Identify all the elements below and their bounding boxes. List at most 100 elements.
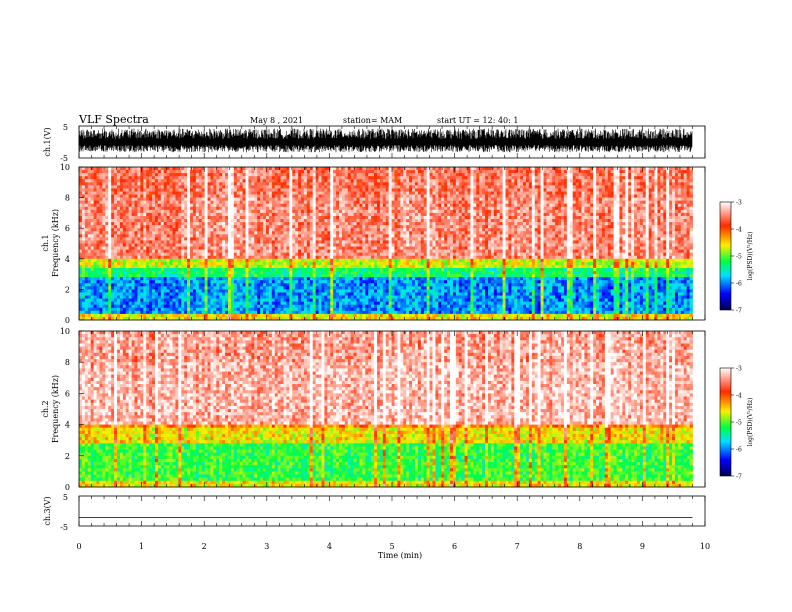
spectrogram-cell: [517, 176, 521, 180]
spectrogram-cell: [263, 191, 267, 195]
spectrogram-cell: [417, 182, 422, 186]
spectrogram-cell: [502, 182, 506, 186]
spectrogram-cell: [84, 215, 89, 220]
spectrogram-cell: [625, 194, 629, 198]
spectrogram-cell: [371, 222, 375, 226]
spectrogram-cell: [435, 194, 439, 198]
spectrogram-cell: [376, 182, 381, 186]
spectrogram-cell: [452, 209, 457, 214]
spectrogram-cell: [464, 209, 468, 214]
spectrogram-cell: [452, 200, 457, 205]
spectrogram-cell: [555, 197, 559, 202]
spectrogram-cell: [414, 228, 419, 232]
spectrogram-cell: [517, 167, 521, 171]
spectrogram-cell: [79, 170, 83, 174]
spectrogram-cell: [362, 222, 366, 226]
spectrogram-cell: [555, 215, 559, 220]
spectrogram-cell: [455, 219, 460, 223]
spectrogram-cell: [572, 228, 577, 232]
spectrogram-cell: [137, 222, 141, 226]
spectrogram-cell: [254, 194, 258, 198]
spectrogram-cell: [309, 191, 314, 195]
spectrogram-cell: [485, 182, 489, 186]
spectrogram-cell: [274, 173, 279, 177]
spectrogram-cell: [391, 170, 395, 174]
spectrogram-cell: [169, 231, 173, 235]
spectrogram-cell: [648, 188, 652, 192]
spectrogram-cell: [622, 200, 626, 205]
spectrogram-cell: [537, 212, 541, 217]
spectrogram-cell: [680, 206, 685, 211]
spectrogram-cell: [336, 167, 340, 171]
spectrogram-cell: [99, 185, 103, 189]
spectrogram-cell: [508, 203, 512, 208]
spectrogram-cell: [125, 203, 130, 208]
spectrogram-cell: [84, 185, 89, 189]
spectrogram-cell: [496, 209, 501, 214]
spectrogram-cell: [99, 212, 103, 217]
spectrogram-cell: [81, 185, 86, 189]
spectrogram-cell: [636, 182, 641, 186]
spectrogram-cell: [677, 215, 682, 220]
spectrogram-cell: [96, 225, 100, 229]
spectrogram-cell: [192, 234, 197, 238]
spectrogram-cell: [131, 228, 135, 232]
spectrogram-cell: [108, 200, 112, 205]
spectrogram-cell: [400, 191, 404, 195]
spectrogram-cell: [601, 215, 606, 220]
spectrogram-cell: [79, 222, 83, 226]
spectrogram-cell: [450, 219, 454, 223]
spectrogram-cell: [441, 209, 445, 214]
spectrogram-cell: [569, 176, 574, 180]
spectrogram-cell: [686, 225, 690, 229]
spectrogram-cell: [239, 203, 243, 208]
spectrogram-cell: [619, 167, 623, 171]
spectrogram-cell: [286, 179, 290, 183]
spectrogram-cell: [222, 182, 226, 186]
spectrogram-cell: [493, 228, 498, 232]
spectrogram-cell: [99, 167, 103, 171]
spectrogram-cell: [268, 203, 273, 208]
spectrogram-cell: [99, 176, 103, 180]
spectrogram-cell: [485, 209, 489, 214]
spectrogram-cell: [303, 200, 308, 205]
spectrogram-cell: [409, 200, 413, 205]
spectrogram-cell: [160, 209, 165, 214]
spectrogram-cell: [353, 176, 357, 180]
spectrogram-cell: [371, 191, 375, 195]
spectrogram-cell: [181, 219, 185, 223]
spectrogram-cell: [426, 215, 430, 220]
spectrogram-cell: [257, 191, 261, 195]
spectrogram-cell: [236, 219, 241, 223]
spectrogram-cell: [102, 206, 106, 211]
spectrogram-cell: [93, 222, 97, 226]
spectrogram-cell: [341, 179, 346, 183]
spectrogram-cell: [368, 212, 372, 217]
spectrogram-cell: [485, 200, 489, 205]
spectrogram-cell: [122, 228, 127, 232]
spectrogram-cell: [686, 185, 690, 189]
spectrogram-cell: [353, 188, 357, 192]
spectrogram-cell: [435, 231, 439, 235]
spectrogram-cell: [116, 188, 121, 192]
spectrogram-cell: [233, 212, 238, 217]
spectrogram-cell: [473, 209, 477, 214]
spectrogram-cell: [371, 209, 375, 214]
spectrogram-cell: [90, 191, 95, 195]
spectrogram-cell: [157, 194, 162, 198]
spectrogram-cell: [403, 194, 407, 198]
spectrogram-cell: [558, 176, 562, 180]
spectrogram-cell: [528, 234, 533, 238]
spectrogram-cell: [523, 170, 527, 174]
spectrogram-cell: [569, 167, 574, 171]
spectrogram-cell: [689, 203, 693, 208]
spectrogram-cell: [87, 185, 92, 189]
spectrogram-cell: [79, 228, 83, 232]
spectrogram-cell: [222, 212, 226, 217]
spectrogram-cell: [248, 176, 252, 180]
spectrogram-cell: [458, 200, 463, 205]
spectrogram-cell: [645, 185, 650, 189]
spectrogram-cell: [584, 185, 588, 189]
spectrogram-cell: [207, 176, 211, 180]
spectrogram-cell: [470, 188, 474, 192]
